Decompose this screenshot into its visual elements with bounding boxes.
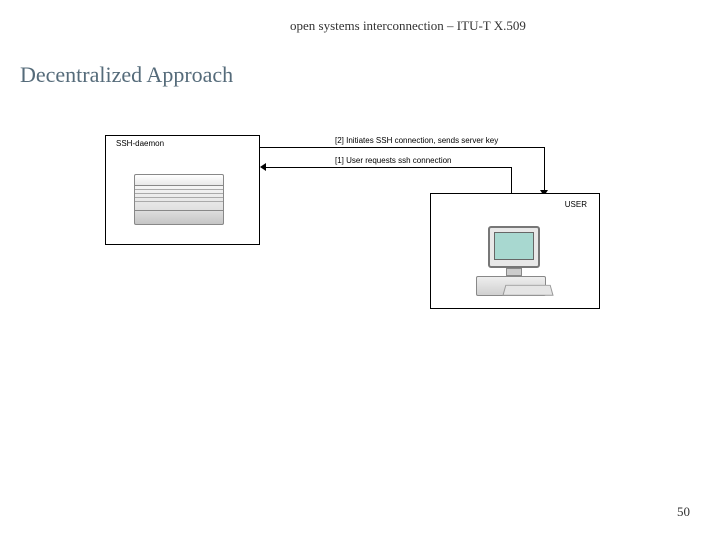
server-label: SSH-daemon (116, 139, 164, 148)
arrow-top-label: [2] Initiates SSH connection, sends serv… (335, 136, 498, 145)
user-label: USER (565, 200, 587, 209)
header-text: open systems interconnection – ITU-T X.5… (290, 18, 526, 34)
arrow-bottom (262, 167, 512, 168)
server-icon (134, 174, 224, 229)
arrow-top (260, 147, 545, 148)
user-box: USER (430, 193, 600, 309)
page-number: 50 (677, 504, 690, 520)
arrow-top-segment (544, 147, 545, 193)
arrow-bottom-segment (511, 167, 512, 193)
page-title: Decentralized Approach (20, 62, 233, 88)
computer-icon (476, 226, 556, 300)
arrow-bottom-label: [1] User requests ssh connection (335, 156, 452, 165)
server-box: SSH-daemon (105, 135, 260, 245)
arrow-bottom-head-icon (260, 163, 266, 171)
diagram-container: SSH-daemon [2] Initiates SSH connection,… (105, 110, 600, 310)
